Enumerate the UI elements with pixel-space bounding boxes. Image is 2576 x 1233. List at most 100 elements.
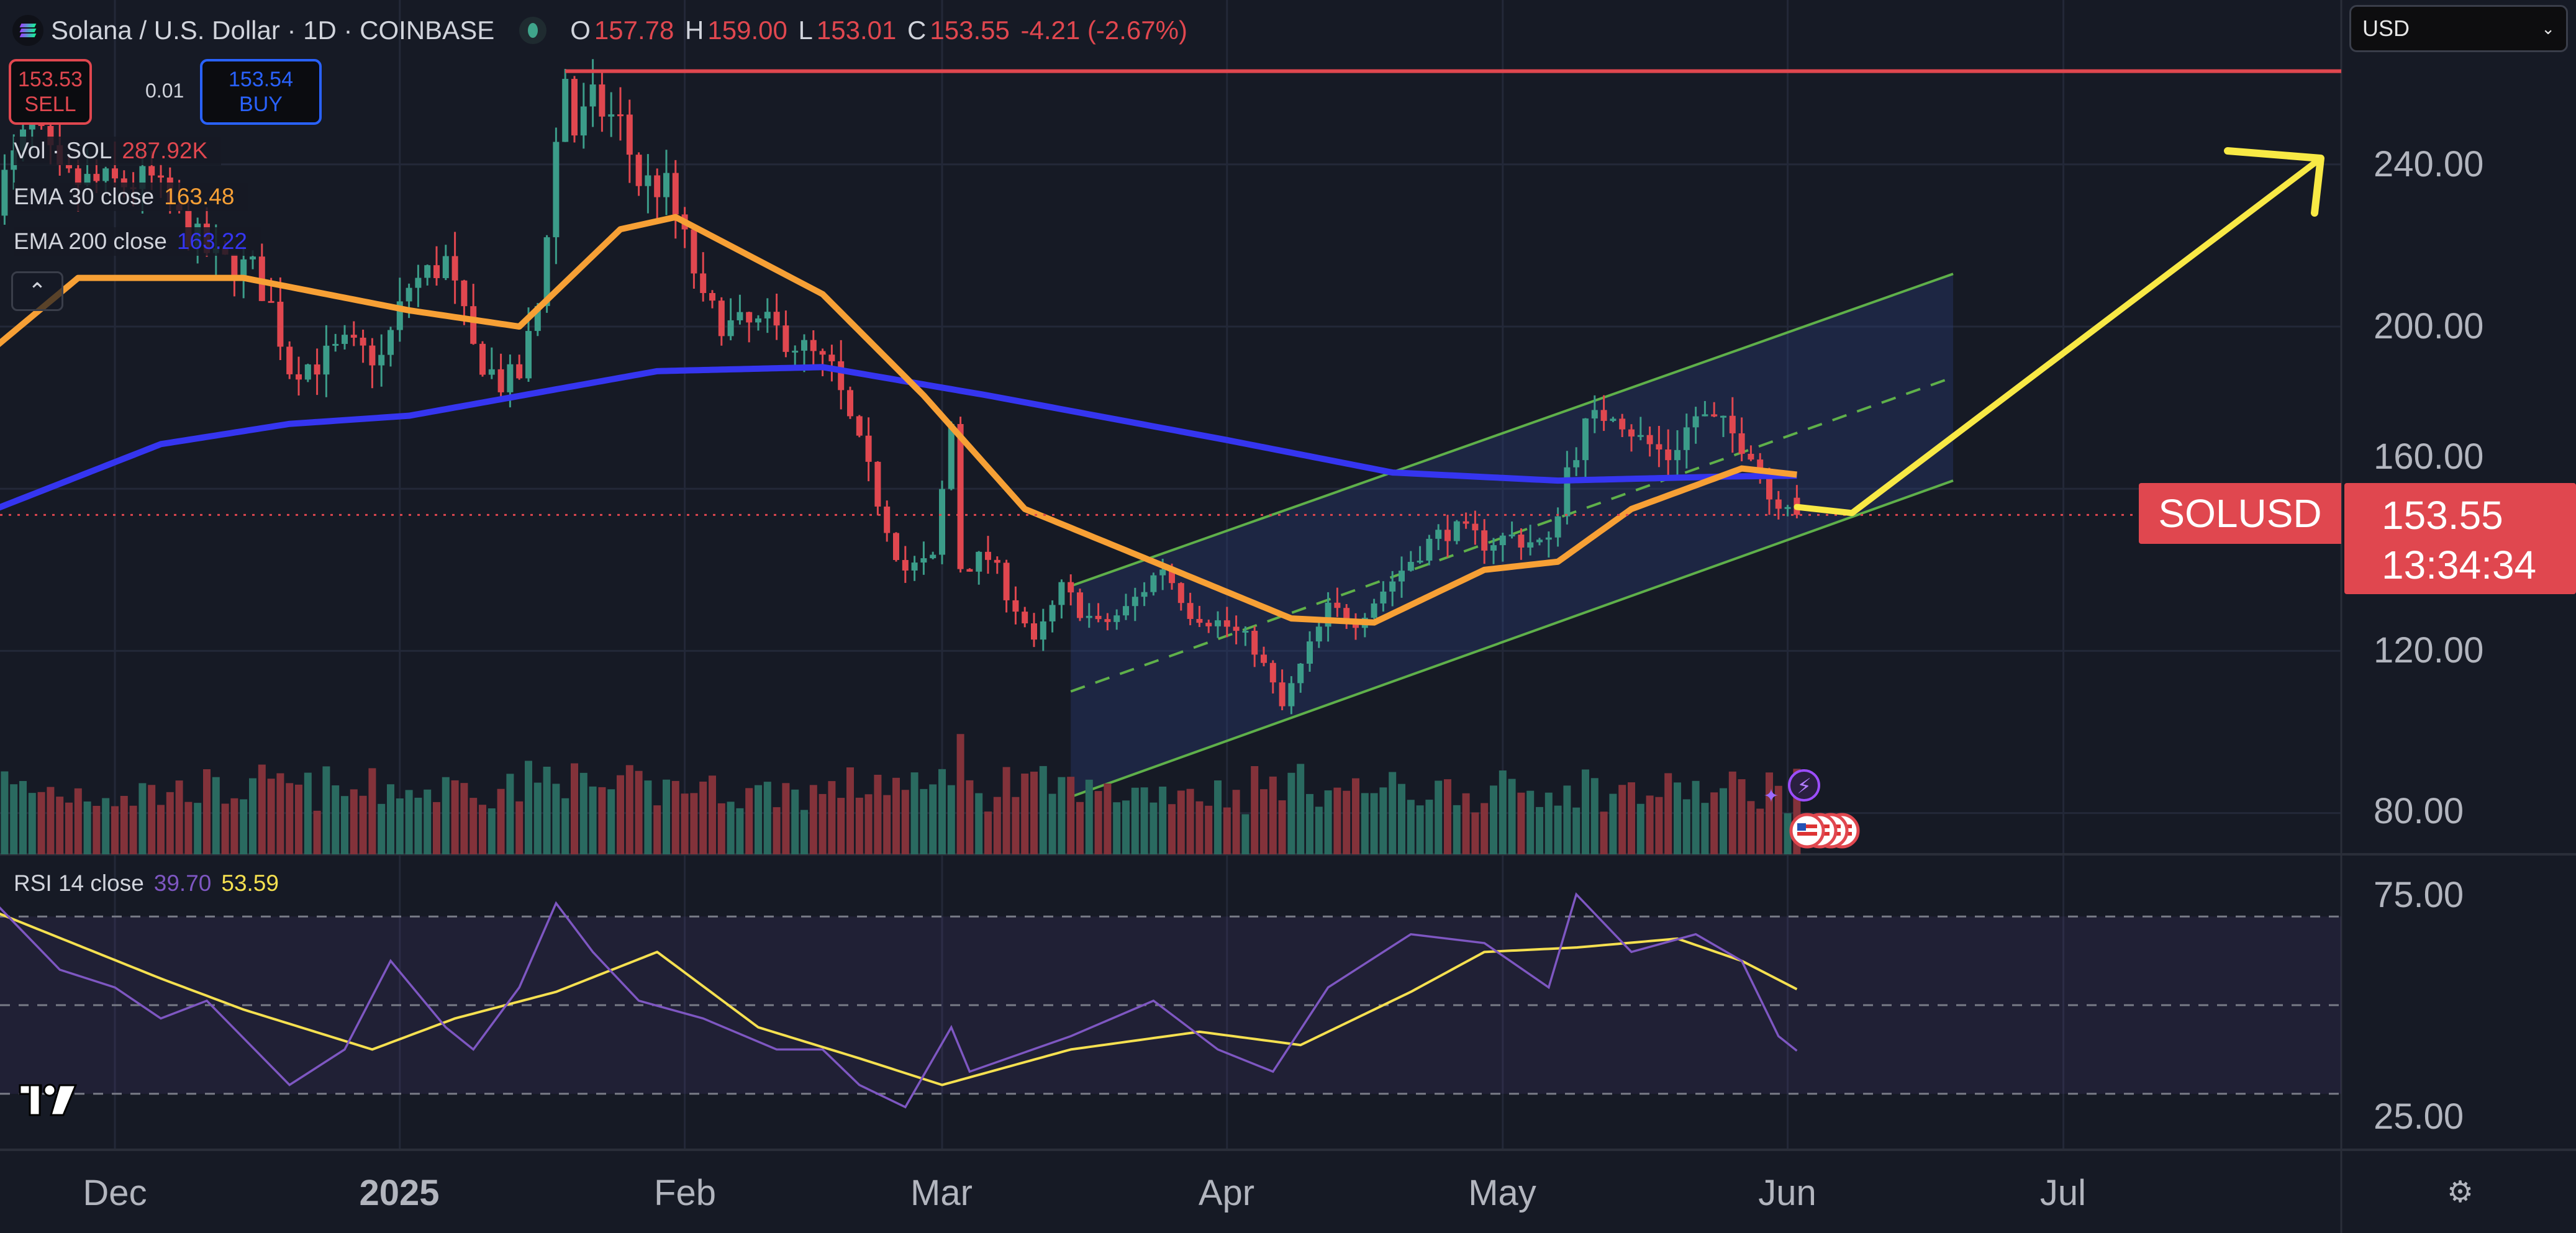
- chevron-down-icon: ⌄: [2541, 19, 2555, 38]
- volume-bar: [543, 766, 551, 854]
- volume-bar: [157, 805, 165, 854]
- market-status-icon[interactable]: [519, 17, 547, 44]
- volume-bar: [1664, 773, 1672, 854]
- drawings[interactable]: [0, 69, 2341, 517]
- candle: [1775, 490, 1782, 520]
- volume-bar: [221, 803, 229, 854]
- volume-bar: [166, 792, 174, 854]
- candle: [378, 334, 385, 387]
- volume-bar: [1435, 780, 1443, 854]
- candle: [1518, 528, 1525, 560]
- volume-bar: [102, 798, 110, 854]
- volume-bar: [460, 783, 468, 854]
- candle: [828, 345, 835, 382]
- candle: [1508, 521, 1515, 539]
- candle: [296, 356, 302, 396]
- candle: [369, 338, 376, 389]
- candle: [1104, 613, 1111, 631]
- collapse-legend-button[interactable]: ⌃: [11, 271, 63, 311]
- candle: [1545, 531, 1552, 558]
- rsi-line: [0, 892, 1798, 1109]
- volume-bar: [717, 803, 725, 854]
- volume-bar: [488, 808, 496, 854]
- price-label-160: 160.00: [2374, 436, 2484, 477]
- event-markers[interactable]: ⚡✦: [1763, 769, 1860, 849]
- candle: [994, 556, 1000, 574]
- time-label-jun: Jun: [1758, 1173, 1816, 1213]
- candle: [1490, 538, 1497, 564]
- candle: [1527, 525, 1534, 556]
- volume-bar: [1214, 780, 1222, 854]
- volume-bar: [1269, 776, 1277, 854]
- volume-bar: [1352, 778, 1359, 854]
- volume-bar: [1453, 805, 1461, 854]
- volume-bar: [1297, 764, 1305, 854]
- volume-bar: [755, 785, 762, 854]
- candle: [1022, 607, 1028, 628]
- volume-bar: [304, 772, 312, 854]
- volume-bars: [1, 734, 1801, 854]
- volume-bar: [956, 734, 964, 854]
- volume-bar: [175, 780, 183, 854]
- volume-bar: [1104, 783, 1112, 854]
- bar-countdown: 13:34:34: [2382, 543, 2537, 587]
- volume-bar: [1544, 792, 1553, 854]
- rsi-legend[interactable]: RSI 14 close 39.70 53.59: [14, 870, 289, 897]
- rsi-legend-label: RSI 14 close: [14, 870, 144, 896]
- volume-legend[interactable]: Vol · SOL 287.92K: [14, 137, 222, 165]
- symbol-title[interactable]: Solana / U.S. Dollar · 1D · COINBASE: [51, 16, 495, 45]
- candle: [1068, 574, 1074, 606]
- ema30-legend-value: 163.48: [164, 184, 235, 209]
- channel-upper-line: [1070, 273, 1954, 587]
- volume-legend-value: 287.92K: [122, 138, 208, 163]
- candle: [691, 224, 697, 289]
- candle: [1215, 611, 1221, 638]
- candle: [755, 315, 761, 331]
- volume-bar: [479, 805, 486, 854]
- volume-bar: [1343, 790, 1351, 854]
- ema200-line: [0, 364, 1797, 511]
- chevron-up-icon: ⌃: [27, 278, 47, 304]
- candle: [1123, 594, 1129, 620]
- candle: [1187, 592, 1194, 626]
- ema200-legend[interactable]: EMA 200 close 163.22: [14, 227, 261, 256]
- volume-bar: [1241, 814, 1249, 854]
- volume-bar: [1425, 800, 1433, 854]
- volume-bar: [892, 777, 900, 854]
- volume-bar: [571, 763, 578, 854]
- candle: [930, 551, 937, 559]
- volume-bar: [148, 785, 156, 854]
- currency-select[interactable]: USD ⌄: [2349, 5, 2568, 52]
- candle: [323, 325, 330, 397]
- candle: [1399, 556, 1405, 598]
- volume-bar: [1710, 792, 1718, 854]
- candle: [700, 252, 707, 302]
- candle: [1371, 598, 1377, 619]
- volume-bar: [1287, 772, 1295, 854]
- volume-bar: [1131, 787, 1139, 854]
- volume-bar: [47, 787, 55, 854]
- candle: [847, 386, 853, 419]
- candle: [746, 311, 753, 343]
- candle: [1150, 572, 1157, 596]
- currency-value: USD: [2362, 16, 2410, 41]
- settings-gear-icon[interactable]: ⚙: [2447, 1176, 2474, 1209]
- volume-bar: [212, 777, 220, 854]
- buy-button[interactable]: 153.54 BUY: [200, 59, 322, 125]
- candle: [1223, 607, 1230, 638]
- volume-bar: [1324, 790, 1332, 854]
- volume-bar: [1554, 805, 1562, 854]
- volume-bar: [1784, 813, 1792, 854]
- candle: [1683, 413, 1690, 469]
- volume-bar: [791, 789, 799, 854]
- ohlc-values: O 157.78 H 159.00 L 153.01 C 153.55 -4.21 (-…: [570, 16, 1191, 45]
- lightning-event-icon: [1788, 769, 1820, 802]
- ema30-legend[interactable]: EMA 30 close 163.48: [14, 183, 248, 211]
- candle: [1233, 615, 1240, 644]
- candle: [681, 207, 688, 248]
- rsi-ma-legend-value: 53.59: [221, 870, 279, 896]
- tradingview-logo-icon[interactable]: [19, 1082, 78, 1119]
- ema200-legend-label: EMA 200 close: [14, 228, 167, 254]
- sell-button[interactable]: 153.53 SELL: [9, 59, 92, 125]
